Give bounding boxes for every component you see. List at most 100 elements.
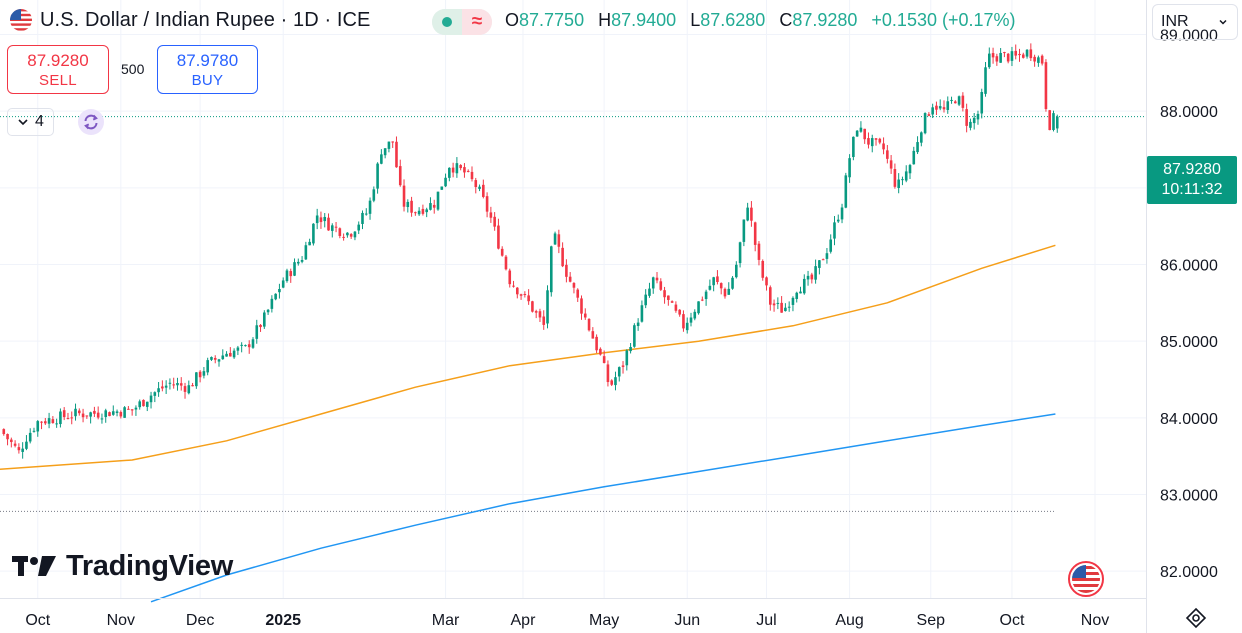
us-flag-icon[interactable] [1068,561,1104,597]
candle-body [164,385,168,388]
candle-body [531,301,534,312]
candle-body [610,380,614,385]
time-tick-label: Mar [432,612,460,629]
candle-body [376,163,379,189]
candle-body [149,395,153,403]
candle-body [281,280,285,288]
candle-body [417,210,421,215]
change-value: +0.1530 (+0.17%) [871,10,1016,30]
sell-button[interactable]: 87.9280 SELL [7,45,109,94]
candle-body [134,407,138,410]
candle-body [470,171,474,180]
candle-body [357,224,361,231]
market-status-pill[interactable]: ≈ [432,9,492,35]
currency-select[interactable]: INR [1152,4,1238,40]
candle-body [617,367,621,377]
candle-body [108,412,111,417]
candle-body [444,177,447,187]
candle-body [195,372,198,387]
candle-body [946,101,950,110]
candle-body [342,236,345,238]
sync-icon [84,114,98,130]
candle-body [784,307,787,312]
time-axis[interactable]: Oct Nov Dec 2025 Mar Apr May Jun Jul Aug Sep Oct Nov [25,612,1109,629]
symbol-title[interactable]: U.S. Dollar / Indian Rupee · 1D · ICE [40,9,371,31]
candle-body [300,259,304,262]
candle-body [572,283,576,288]
candle-body [21,448,24,452]
candle-body [100,418,104,420]
candle-body [187,385,191,394]
candle-body [66,418,70,420]
candle-body [410,200,413,213]
candle-body [561,247,564,267]
candle-body [451,167,455,173]
candle-body [549,246,553,293]
candle-body [825,253,829,259]
candle-body [504,256,508,270]
indicators-toggle-button[interactable]: 4 [7,108,54,136]
candle-body [497,225,500,249]
candle-body [916,142,919,153]
candle-body [633,325,636,347]
candle-body [448,167,451,178]
tradingview-logo[interactable]: TradingView [12,550,233,582]
bar-countdown: 10:11:32 [1161,181,1223,198]
candle-body [757,243,761,260]
candle-body [897,179,900,188]
candle-body [516,287,519,295]
candle-body [493,216,496,227]
chevron-down-icon [18,119,28,126]
price-axis[interactable]: 89.000088.000087.000086.000085.000084.00… [1160,28,1218,582]
candle-body [727,288,731,295]
candle-body [1003,52,1006,54]
candle-body [942,107,946,110]
candle-body [274,293,277,300]
sell-price: 87.9280 [27,51,89,70]
candle-body [372,189,376,201]
candle-body [263,312,266,327]
candle-body [32,430,36,432]
candle-body [176,382,179,386]
candle-body [855,130,859,137]
candle-body [440,186,444,190]
candle-body [168,382,172,384]
order-quantity[interactable]: 500 [121,61,145,77]
candle-body [935,105,938,110]
candle-body [77,410,81,414]
candle-body [289,271,293,277]
price-tick-label: 89.0000 [1160,28,1218,45]
price-tick-label: 88.0000 [1160,104,1218,121]
time-tick-label: Aug [835,612,863,629]
candle-body [10,439,13,443]
candle-body [153,392,157,396]
candle-body [1014,50,1018,56]
candle-body [414,212,417,214]
buy-price: 87.9780 [176,51,239,70]
candle-body [904,171,908,181]
candle-body [984,67,987,94]
candle-body [221,355,225,360]
last-price-value: 87.9280 [1163,161,1221,178]
candle-body [965,109,968,126]
candle-body [829,239,833,252]
candle-body [247,344,251,348]
candle-body [802,278,806,294]
candle-body [787,306,791,308]
candle-body [912,150,916,165]
goto-realtime-button[interactable] [1184,606,1208,630]
candle-body [111,411,115,415]
sync-button[interactable] [78,109,104,135]
candlestick-series [2,43,1059,459]
candle-body [927,114,931,116]
candle-body [334,226,338,228]
candle-body [206,360,209,373]
candle-body [568,276,572,282]
buy-button[interactable]: 87.9780 BUY [157,45,258,94]
candle-body [429,203,432,210]
candle-body [557,234,561,247]
candle-body [455,163,459,174]
candle-body [244,345,247,347]
candle-body [179,383,183,386]
